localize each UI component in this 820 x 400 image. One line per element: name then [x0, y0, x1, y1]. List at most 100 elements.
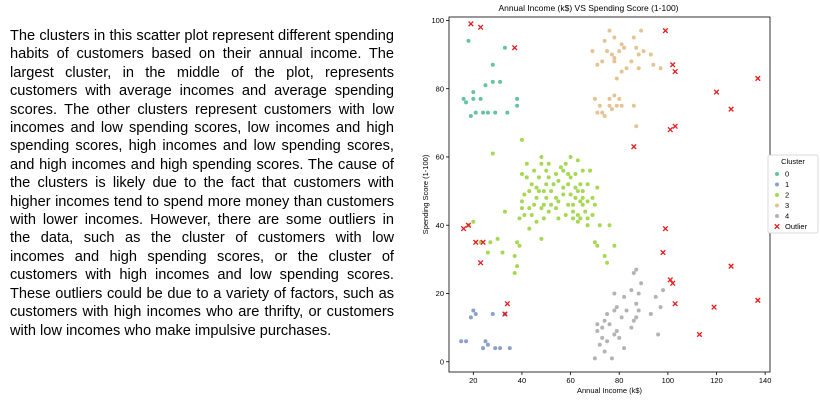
data-point — [590, 195, 595, 200]
data-point — [493, 110, 498, 115]
data-point — [585, 182, 590, 187]
data-point — [571, 202, 576, 207]
data-point — [554, 195, 558, 200]
data-point — [472, 239, 479, 246]
data-point — [468, 113, 473, 118]
data-point — [619, 315, 624, 320]
data-point — [541, 216, 546, 221]
data-point — [464, 100, 469, 105]
data-point — [563, 161, 568, 166]
data-point — [527, 206, 532, 211]
data-point — [519, 206, 524, 211]
legend-label: 2 — [785, 191, 789, 200]
y-tick-label: 80 — [436, 84, 444, 93]
data-point — [522, 192, 527, 197]
data-point — [464, 339, 469, 344]
data-point — [728, 106, 734, 112]
legend-label: 3 — [785, 201, 789, 210]
data-point — [636, 66, 641, 71]
data-point — [624, 308, 629, 313]
data-point — [580, 189, 585, 194]
data-point — [614, 103, 619, 108]
data-point — [648, 311, 653, 316]
data-point — [554, 206, 558, 211]
data-point — [590, 212, 595, 217]
data-point — [541, 202, 546, 207]
data-point — [600, 335, 605, 340]
data-point — [527, 189, 532, 194]
data-point — [634, 267, 639, 272]
data-point — [617, 49, 622, 54]
data-point — [460, 225, 467, 232]
data-point — [536, 175, 541, 180]
data-point — [639, 28, 644, 33]
data-point — [512, 271, 517, 276]
data-point — [534, 185, 539, 190]
data-point — [485, 250, 490, 255]
data-point — [556, 199, 561, 204]
data-point — [658, 305, 663, 310]
scatter-chart: Annual Income (k$) VS Spending Score (1-… — [418, 0, 820, 400]
data-point — [592, 356, 597, 361]
data-point — [636, 308, 641, 313]
legend-item-4: 4 — [775, 212, 789, 221]
data-point — [602, 318, 607, 323]
data-point — [511, 44, 518, 51]
data-point — [517, 243, 522, 248]
data-point — [662, 225, 669, 232]
data-point — [755, 297, 761, 304]
data-point — [622, 294, 627, 299]
x-tick-label: 120 — [710, 376, 723, 385]
data-point — [502, 45, 507, 50]
legend-label: 0 — [785, 170, 789, 179]
data-point — [539, 154, 544, 159]
data-point — [607, 96, 612, 101]
data-point — [483, 83, 488, 88]
data-point — [629, 288, 634, 293]
data-point — [667, 126, 674, 133]
data-point — [549, 202, 554, 207]
data-point — [636, 52, 641, 57]
data-point — [478, 96, 483, 101]
data-point — [519, 199, 524, 204]
data-point — [609, 52, 614, 57]
data-point — [502, 209, 507, 214]
series-1 — [459, 308, 512, 351]
data-point — [566, 172, 571, 177]
data-point — [524, 175, 529, 180]
data-point — [600, 59, 605, 64]
data-point — [607, 223, 612, 228]
data-point — [592, 96, 597, 101]
y-tick-label: 20 — [436, 289, 444, 298]
data-point — [648, 52, 653, 57]
data-point — [624, 66, 629, 71]
data-point — [595, 110, 600, 115]
x-axis-label: Annual Income (k$) — [577, 386, 643, 395]
data-point — [634, 315, 639, 320]
data-point — [617, 335, 622, 340]
data-point — [468, 315, 473, 320]
data-point — [544, 195, 549, 200]
data-point — [602, 349, 607, 354]
series-outlier — [460, 21, 761, 338]
data-point — [631, 271, 636, 276]
data-point — [602, 113, 607, 118]
legend-item-3: 3 — [775, 201, 789, 210]
data-point — [672, 123, 678, 129]
legend-item-outlier: Outlier — [774, 222, 808, 231]
data-point — [556, 178, 561, 183]
data-point — [614, 305, 619, 310]
data-point — [527, 226, 532, 231]
legend-label: 4 — [785, 212, 789, 221]
data-point — [536, 189, 541, 194]
legend-marker — [774, 223, 780, 230]
legend-title: Cluster — [781, 157, 805, 166]
description-paragraph: The clusters in this scatter plot repres… — [10, 28, 394, 339]
data-point — [588, 168, 593, 173]
data-point — [515, 103, 520, 108]
series-4 — [592, 267, 665, 361]
data-point — [595, 322, 600, 327]
data-point — [597, 103, 602, 108]
x-tick-label: 80 — [615, 376, 623, 385]
data-point — [539, 206, 544, 211]
